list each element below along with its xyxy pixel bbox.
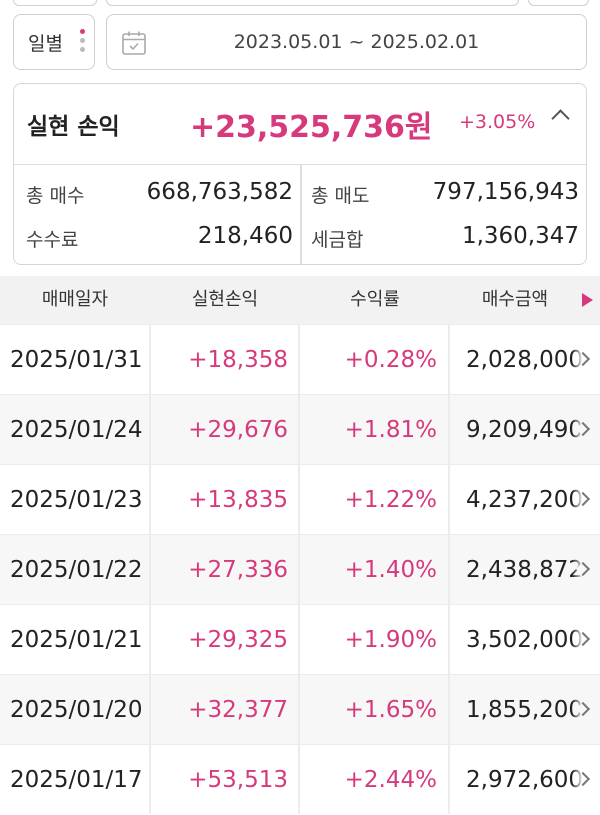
fee-value: 218,460 — [197, 223, 293, 249]
row-buy-amount: 1,855,200 — [466, 697, 584, 723]
total-sell-label: 총 매도 — [311, 185, 370, 207]
row-buy-amount: 2,972,600 — [466, 767, 584, 793]
row-realized-pnl: +27,336 — [188, 557, 288, 583]
tax-value: 1,360,347 — [461, 223, 579, 249]
period-select-label: 일별 — [28, 32, 63, 55]
date-range-text: 2023.05.01 ~ 2025.02.01 — [233, 31, 480, 53]
cell-divider — [149, 395, 151, 464]
row-fade — [572, 605, 600, 675]
row-realized-pnl: +29,676 — [188, 417, 288, 443]
row-realized-pnl: +18,358 — [188, 347, 288, 373]
table-row[interactable]: 2025/01/23 +13,835 +1.22% 4,237,200 — [0, 464, 600, 535]
realized-pnl-summary: 실현 손익 +23,525,736원 +3.05% 총 매수 668,763,5… — [13, 83, 587, 265]
row-buy-amount: 2,028,000 — [466, 347, 584, 373]
row-return-rate: +1.65% — [344, 697, 437, 723]
table-row[interactable]: 2025/01/24 +29,676 +1.81% 9,209,490 — [0, 394, 600, 465]
table-row[interactable]: 2025/01/20 +32,377 +1.65% 1,855,200 — [0, 674, 600, 745]
cell-divider — [149, 675, 151, 744]
row-fade — [572, 325, 600, 395]
row-realized-pnl: +53,513 — [188, 767, 288, 793]
row-return-rate: +1.40% — [344, 557, 437, 583]
row-buy-amount: 2,438,872 — [466, 557, 584, 583]
chevron-up-icon[interactable] — [551, 109, 570, 128]
row-realized-pnl: +32,377 — [188, 697, 288, 723]
cell-divider — [298, 395, 300, 464]
summary-title: 실현 손익 — [27, 114, 120, 140]
header-return-rate[interactable]: 수익률 — [350, 289, 400, 310]
row-return-rate: +1.81% — [344, 417, 437, 443]
cell-divider — [149, 745, 151, 814]
table-row[interactable]: 2025/01/17 +53,513 +2.44% 2,972,600 — [0, 744, 600, 815]
table-body: 2025/01/31 +18,358 +0.28% 2,028,000 2025/01/… — [0, 324, 600, 815]
cell-divider — [298, 325, 300, 394]
row-fade — [572, 465, 600, 535]
top-control-left — [13, 0, 97, 6]
total-sell-value: 797,156,943 — [432, 179, 579, 205]
row-return-rate: +1.22% — [344, 487, 437, 513]
cell-divider — [448, 465, 450, 534]
row-return-rate: +2.44% — [344, 767, 437, 793]
cell-divider — [298, 745, 300, 814]
cell-divider — [298, 675, 300, 744]
more-dots-icon — [80, 29, 86, 56]
summary-value: +23,525,736원 — [190, 110, 433, 145]
tax-label: 세금합 — [311, 229, 364, 251]
row-fade — [572, 745, 600, 815]
cell-divider — [448, 395, 450, 464]
row-trade-date: 2025/01/17 — [10, 767, 143, 793]
top-control-right — [528, 0, 589, 6]
trade-table: 매매일자 실현손익 수익률 매수금액 2025/01/31 +18,358 +0.2… — [0, 276, 600, 815]
cell-divider — [448, 675, 450, 744]
row-return-rate: +0.28% — [344, 347, 437, 373]
row-trade-date: 2025/01/31 — [10, 347, 143, 373]
header-realized-pnl[interactable]: 실현손익 — [191, 289, 259, 310]
cell-divider — [149, 465, 151, 534]
row-trade-date: 2025/01/23 — [10, 487, 143, 513]
summary-divider — [300, 164, 302, 264]
row-realized-pnl: +13,835 — [188, 487, 288, 513]
summary-header[interactable]: 실현 손익 +23,525,736원 +3.05% — [14, 84, 586, 165]
row-buy-amount: 9,209,490 — [466, 417, 584, 443]
period-select[interactable]: 일별 — [13, 14, 95, 70]
fee-label: 수수료 — [26, 229, 79, 251]
table-row[interactable]: 2025/01/21 +29,325 +1.90% 3,502,000 — [0, 604, 600, 675]
scroll-right-arrow-icon[interactable] — [582, 293, 593, 307]
cell-divider — [149, 605, 151, 674]
row-trade-date: 2025/01/24 — [10, 417, 143, 443]
calendar-icon — [122, 31, 146, 55]
date-range-picker[interactable]: 2023.05.01 ~ 2025.02.01 — [106, 14, 587, 70]
header-trade-date[interactable]: 매매일자 — [41, 289, 109, 310]
cell-divider — [298, 605, 300, 674]
table-row[interactable]: 2025/01/31 +18,358 +0.28% 2,028,000 — [0, 324, 600, 395]
row-realized-pnl: +29,325 — [188, 627, 288, 653]
cell-divider — [149, 535, 151, 604]
total-buy-label: 총 매수 — [26, 185, 85, 207]
row-trade-date: 2025/01/20 — [10, 697, 143, 723]
summary-rate: +3.05% — [459, 111, 536, 133]
row-trade-date: 2025/01/21 — [10, 627, 143, 653]
cell-divider — [448, 745, 450, 814]
cell-divider — [298, 465, 300, 534]
row-buy-amount: 4,237,200 — [466, 487, 584, 513]
top-control-mid — [106, 0, 519, 6]
cell-divider — [298, 535, 300, 604]
cell-divider — [149, 325, 151, 394]
cell-divider — [448, 605, 450, 674]
table-header: 매매일자 실현손익 수익률 매수금액 — [0, 276, 600, 324]
row-trade-date: 2025/01/22 — [10, 557, 143, 583]
cell-divider — [448, 535, 450, 604]
row-buy-amount: 3,502,000 — [466, 627, 584, 653]
table-row[interactable]: 2025/01/22 +27,336 +1.40% 2,438,872 — [0, 534, 600, 605]
cell-divider — [448, 325, 450, 394]
header-buy-amount[interactable]: 매수금액 — [481, 289, 549, 310]
row-return-rate: +1.90% — [344, 627, 437, 653]
total-buy-value: 668,763,582 — [146, 179, 293, 205]
